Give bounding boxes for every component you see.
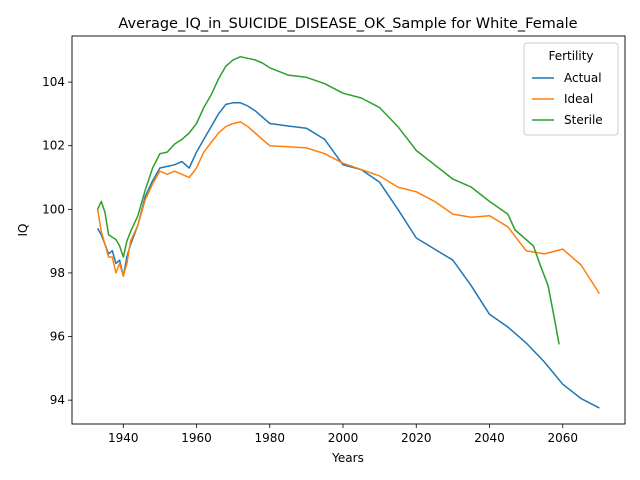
x-axis: 1940 1960 1980 2000 2020 2040 2060 [108, 424, 578, 445]
x-tick-label: 1980 [254, 431, 285, 445]
y-tick-label: 104 [42, 75, 65, 89]
x-tick-label: 1960 [181, 431, 212, 445]
x-tick-label: 1940 [108, 431, 139, 445]
legend-label-sterile: Sterile [564, 113, 603, 127]
axes-frame [71, 35, 626, 425]
series-line-actual [96, 102, 600, 409]
x-tick-label: 2000 [328, 431, 359, 445]
legend: Fertility Actual Ideal Sterile [523, 42, 619, 136]
legend-label-ideal: Ideal [564, 92, 593, 106]
y-axis: 94 96 98 100 102 104 [42, 75, 72, 407]
x-tick-label: 2020 [401, 431, 432, 445]
x-axis-label: Years [331, 451, 364, 465]
legend-label-actual: Actual [564, 71, 602, 85]
series-line-sterile [96, 55, 560, 345]
y-tick-label: 94 [50, 393, 65, 407]
plot-lines [96, 55, 601, 409]
series-line-ideal [96, 121, 601, 295]
y-tick-label: 100 [42, 202, 65, 216]
legend-title: Fertility [548, 49, 593, 63]
y-tick-label: 102 [42, 139, 65, 153]
x-tick-label: 2060 [547, 431, 578, 445]
legend-box [523, 42, 619, 136]
chart-title: Average_IQ_in_SUICIDE_DISEASE_OK_Sample … [118, 16, 577, 32]
y-axis-label: IQ [16, 224, 30, 237]
x-tick-label: 2040 [474, 431, 505, 445]
y-tick-label: 98 [50, 266, 65, 280]
y-tick-label: 96 [50, 330, 65, 344]
